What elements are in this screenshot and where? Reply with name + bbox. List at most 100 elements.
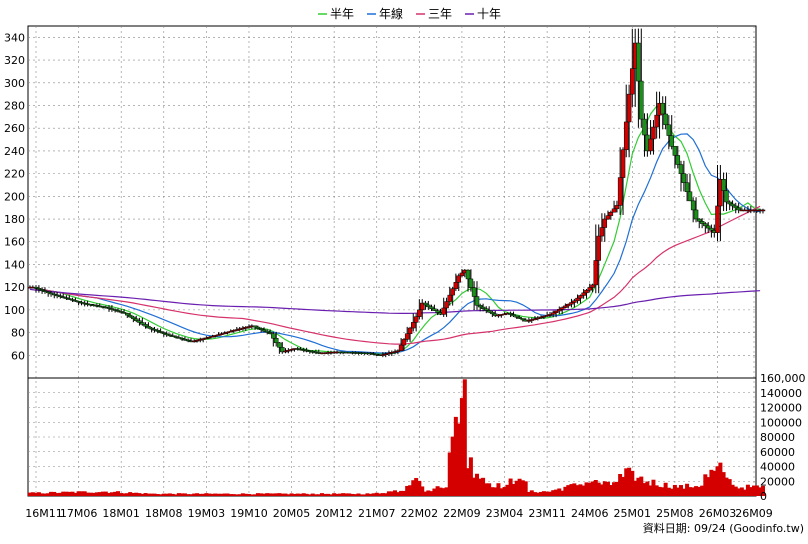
candle-90b — [578, 295, 583, 299]
volume-bar-104b — [663, 482, 668, 496]
candle-21a — [155, 330, 160, 332]
volume-bar-91b — [584, 482, 589, 496]
volume-bar-8b — [79, 491, 84, 496]
volume-bar-37b — [255, 493, 260, 496]
volume-bar-86b — [554, 489, 559, 496]
volume-bar-61b — [401, 490, 406, 496]
volume-bar-40a — [271, 493, 276, 496]
candle-6b — [67, 298, 72, 300]
candle-102a — [648, 138, 653, 152]
volume-bar-100a — [636, 477, 641, 496]
candle-74a — [477, 305, 483, 308]
candle-81a — [520, 318, 526, 321]
volume-bar-3a — [46, 493, 51, 496]
candle-14b — [115, 310, 121, 312]
volume-bar-49b — [328, 494, 333, 496]
candle-114a — [721, 179, 726, 191]
candle-72a — [465, 269, 471, 280]
volume-bar-93b — [596, 482, 601, 496]
candlesticks — [27, 28, 766, 358]
candle-67a — [435, 310, 440, 313]
candle-22b — [164, 333, 169, 336]
candle-85b — [547, 314, 553, 316]
candle-27b — [194, 339, 200, 342]
price-tick-label-6: 180 — [4, 213, 25, 226]
candle-17a — [131, 316, 136, 320]
volume-bar-36b — [249, 494, 254, 496]
legend-label-1: 年線 — [379, 6, 403, 21]
x-tick-label-2: 18M01 — [102, 507, 140, 520]
x-tick-label-6: 20M05 — [273, 507, 311, 520]
source-label: 資料日期: 09/24 (Goodinfo.tw) — [643, 521, 804, 535]
volume-bar-119b — [754, 485, 759, 496]
candle-105a — [666, 124, 672, 136]
candle-115a — [727, 201, 732, 205]
volume-bar-101a — [642, 483, 647, 496]
volume-bar-28b — [201, 493, 206, 496]
volume-bar-71b — [462, 379, 467, 496]
candle-6a — [64, 297, 69, 299]
candle-86a — [550, 312, 556, 315]
volume-bar-103b — [657, 486, 662, 496]
candle-19b — [146, 325, 151, 329]
volume-bar-67a — [435, 486, 440, 496]
volume-bar-88b — [566, 485, 571, 496]
candle-111b — [705, 225, 711, 229]
candle-61a — [398, 344, 404, 351]
candle-100b — [639, 80, 644, 120]
volume-bar-61a — [399, 490, 404, 496]
volume-bar-22a — [161, 493, 166, 496]
volume-bar-17a — [131, 492, 136, 496]
candle-59a — [386, 352, 392, 355]
candle-22a — [161, 332, 167, 334]
volume-bar-34a — [234, 494, 239, 496]
volume-bar-76a — [490, 487, 495, 496]
volume-bar-39b — [268, 493, 273, 496]
volume-bar-78a — [502, 487, 507, 496]
volume-bar-112b — [712, 470, 717, 496]
volume-bar-94a — [599, 484, 604, 496]
candle-102b — [651, 126, 656, 140]
volume-bar-85a — [545, 491, 550, 496]
volume-bar-4b — [55, 493, 60, 496]
volume-bar-41a — [277, 493, 282, 496]
volume-bar-108b — [687, 487, 692, 496]
x-tick-label-12: 23M11 — [528, 507, 566, 520]
candle-32a — [222, 332, 227, 335]
candle-43a — [289, 349, 294, 351]
volume-bar-120a — [758, 487, 763, 496]
volume-tick-label-0: 0 — [760, 490, 767, 503]
candle-36a — [246, 326, 252, 328]
volume-bar-43b — [292, 493, 297, 496]
candle-21b — [158, 331, 163, 333]
volume-bar-12a — [100, 491, 105, 496]
volume-bar-78b — [505, 484, 510, 496]
candle-101a — [642, 118, 647, 136]
volume-bar-54a — [356, 493, 361, 496]
volume-bar-96a — [612, 482, 617, 496]
candle-41a — [277, 342, 282, 348]
volume-bar-111a — [703, 474, 708, 496]
plot-frame — [27, 25, 757, 497]
candle-96a — [611, 208, 617, 213]
candle-7b — [73, 300, 78, 302]
volume-bar-59a — [386, 491, 391, 496]
volume-bar-46b — [310, 493, 315, 496]
candle-110b — [699, 221, 705, 224]
candle-13b — [109, 308, 115, 310]
candle-85a — [544, 315, 550, 317]
volume-bar-38b — [262, 493, 267, 496]
volume-bar-0b — [30, 492, 35, 496]
candle-93a — [593, 260, 599, 286]
volume-bar-62a — [405, 485, 410, 496]
candle-42b — [286, 349, 291, 352]
candle-95b — [608, 211, 614, 216]
volume-bar-7a — [70, 491, 75, 496]
volume-bar-73a — [472, 477, 477, 496]
volume-bar-2b — [42, 493, 47, 496]
candle-20a — [149, 327, 154, 330]
candle-68a — [441, 307, 446, 315]
volume-bar-120b — [760, 485, 765, 496]
candle-88b — [566, 303, 571, 307]
volume-bar-75a — [484, 483, 489, 496]
